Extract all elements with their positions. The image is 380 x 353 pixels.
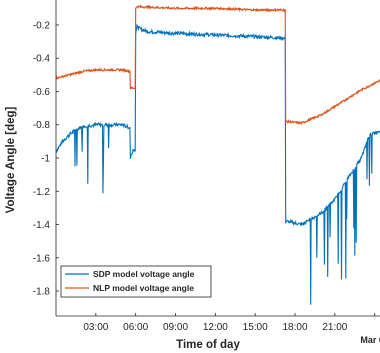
x-axis-title: Time of day (176, 339, 240, 351)
y-tick-label: -0.4 (33, 54, 51, 65)
y-tick-label: -1.4 (33, 220, 51, 231)
y-tick-label: -1.2 (33, 187, 51, 198)
series-line-sdp (56, 23, 380, 305)
y-tick-label: -0.2 (33, 20, 51, 31)
x-tick-label: 12:00 (203, 322, 228, 333)
labels-layer: -0.2 -0.4 -0.6 -0.8 -1 -1.2 -1.4 -1.6 -1.8 03:00 0… (33, 20, 380, 345)
axes-layer (55, 0, 380, 317)
legend-label-nlp: NLP model voltage angle (93, 283, 194, 293)
legend-label-sdp: SDP model voltage angle (93, 269, 195, 279)
y-tick-label: -1 (41, 154, 50, 165)
y-tick-label: -0.6 (33, 87, 51, 98)
legend[interactable]: SDP model voltage angle NLP model voltag… (60, 265, 212, 298)
series-line-nlp (56, 4, 380, 126)
x-tick-label: 15:00 (243, 322, 268, 333)
x-tick-label: 03:00 (83, 322, 108, 333)
y-axis-title: Voltage Angle [deg] (5, 106, 17, 213)
x-tick-label: 09:00 (163, 322, 188, 333)
x-tick-label: 06:00 (123, 322, 148, 333)
y-tick-label: -1.6 (33, 253, 51, 264)
x-tick-label: 21:00 (322, 322, 347, 333)
legend-box (60, 265, 212, 298)
x-tick-label: 18:00 (283, 322, 308, 333)
series-layer (56, 4, 380, 305)
x-tick-label: Mar 01 (360, 335, 380, 345)
y-tick-label: -0.8 (33, 120, 51, 131)
y-tick-label: -1.8 (33, 287, 51, 298)
